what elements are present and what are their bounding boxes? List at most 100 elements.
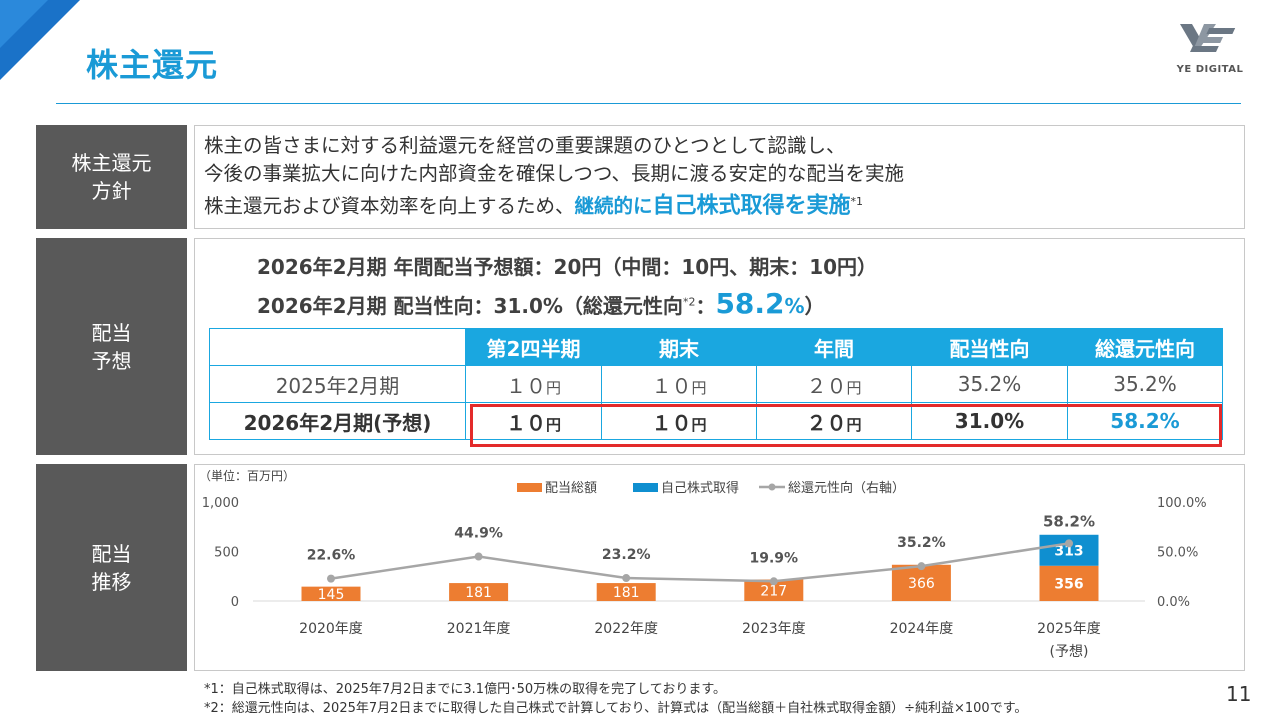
forecast-total-return-value: 58.2 <box>715 287 785 320</box>
bar-dividend <box>891 564 951 601</box>
y-left-tick-label: 500 <box>214 546 239 561</box>
forecast-label-line2: 予想 <box>91 348 132 373</box>
table-header-total-return: 総還元性向 <box>1067 328 1223 366</box>
row-payout: 31.0% <box>911 402 1068 440</box>
forecast-label-line1: 配当 <box>91 320 132 345</box>
line-data-label: 23.2% <box>602 547 651 563</box>
line-data-label: 44.9% <box>454 526 503 542</box>
title-divider <box>56 103 1241 104</box>
table-header-q2: 第2四半期 <box>465 328 602 366</box>
footnote-1: *1：自己株式取得は、2025年7月2日までに3.1億円･50万株の取得を完了し… <box>204 682 727 697</box>
footnote-ref-2: *2 <box>682 295 696 309</box>
line-point <box>622 574 631 583</box>
row-ye-value: １０ <box>651 373 692 398</box>
bar-value-label: 181 <box>613 585 640 601</box>
line-data-label: 22.6% <box>307 548 356 564</box>
row-q2-unit: 円 <box>545 378 561 397</box>
policy-line2: 今後の事業拡大に向けた内部資金を確保しつつ、長期に渡る安定的な配当を実施 <box>204 162 905 185</box>
row-annual-unit: 円 <box>846 378 862 397</box>
y-left-tick-label: 0 <box>231 595 239 610</box>
line-point <box>917 562 926 571</box>
line-data-label: 19.9% <box>750 550 799 566</box>
bar-value-label: 366 <box>908 576 935 592</box>
chart-unit-label: （単位：百万円） <box>199 468 295 483</box>
ye-logo-icon <box>1180 24 1236 52</box>
row-period: 2026年2月期(予想) <box>209 402 466 440</box>
x-tick-label: 2025年度 <box>1037 621 1101 637</box>
forecast-payout-prefix: 2026年2月期 配当性向：31.0%（総還元性向 <box>257 294 683 318</box>
dividend-table: 第2四半期 期末 年間 配当性向 総還元性向 2025年2月期 １０円 １０円 … <box>209 328 1223 440</box>
history-panel: （単位：百万円） 0 500 1,000 0.0% 50.0% 100.0% 配当総額 自己株式… <box>194 464 1245 671</box>
row-annual: ２０円 <box>756 365 912 403</box>
row-annual: ２０円 <box>756 402 912 440</box>
policy-line3: 株主還元および資本効率を向上するため、継続的に自己株式取得を実施*1 <box>204 188 1244 221</box>
row-ye-unit: 円 <box>691 415 707 434</box>
forecast-panel: 2026年2月期 年間配当予想額：20円（中間：10円、期末：10円） 2026… <box>194 238 1245 455</box>
table-header-year-end: 期末 <box>601 328 757 366</box>
policy-panel: 株主の皆さまに対する利益還元を経営の重要課題のひとつとして認識し、 今後の事業拡… <box>194 125 1245 229</box>
forecast-highlight-box <box>470 404 1222 447</box>
x-tick-label: 2024年度 <box>890 621 954 637</box>
history-label: 配当 推移 <box>36 464 187 671</box>
forecast-payout-line: 2026年2月期 配当性向：31.0%（総還元性向*2：58.2%） <box>257 287 825 320</box>
row-q2: １０円 <box>465 365 602 403</box>
table-header-blank <box>209 328 466 366</box>
bar-value-label: 356 <box>1054 576 1083 592</box>
policy-line1: 株主の皆さまに対する利益還元を経営の重要課題のひとつとして認識し、 <box>204 134 846 157</box>
x-tick-label: 2022年度 <box>594 621 658 637</box>
bar-value-label: 313 <box>1054 543 1083 559</box>
policy-highlight-a: 継続的に <box>574 194 653 218</box>
bar-dividend <box>449 583 509 601</box>
bar-dividend <box>596 583 656 601</box>
row-q2: １０円 <box>465 402 602 440</box>
row-q2-value: １０ <box>505 410 546 435</box>
legend-line-marker <box>768 483 776 491</box>
bar-dividend <box>1039 565 1099 601</box>
line-point <box>769 577 778 586</box>
legend-label-1: 配当総額 <box>545 481 597 496</box>
history-label-line2: 推移 <box>91 569 132 594</box>
row-q2-value: １０ <box>505 373 546 398</box>
bar-value-label: 145 <box>318 587 345 603</box>
row-total-return: 58.2% <box>1067 402 1223 440</box>
line-point <box>1065 539 1073 548</box>
row-payout: 35.2% <box>911 365 1068 403</box>
row-annual-value: ２０ <box>806 410 847 435</box>
row-ye-unit: 円 <box>691 378 707 397</box>
table-header-annual: 年間 <box>756 328 912 366</box>
row-annual-value: ２０ <box>806 373 847 398</box>
dividend-history-chart: （単位：百万円） 0 500 1,000 0.0% 50.0% 100.0% 配当総額 自己株式… <box>199 468 1207 660</box>
line-data-label: 35.2% <box>897 535 946 551</box>
bar-dividend <box>301 586 361 601</box>
legend-label-2: 自己株式取得 <box>661 480 739 496</box>
x-tick-label: 2021年度 <box>447 621 511 637</box>
row-year-end: １０円 <box>601 402 757 440</box>
company-logo: YE DIGITAL <box>1170 22 1250 78</box>
legend-swatch-2 <box>633 483 658 492</box>
x-tick-label: 2020年度 <box>299 621 363 637</box>
row-period: 2025年2月期 <box>209 365 466 403</box>
logo-text: YE DIGITAL <box>1176 64 1244 75</box>
legend-swatch-1 <box>517 483 542 492</box>
bar-dividend <box>744 579 804 601</box>
x-tick-sublabel: (予想) <box>1050 644 1089 660</box>
row-year-end: １０円 <box>601 365 757 403</box>
row-q2-unit: 円 <box>545 415 561 434</box>
row-annual-unit: 円 <box>846 415 862 434</box>
page-number: 11 <box>1226 682 1252 706</box>
y-left-tick-label: 1,000 <box>202 496 239 511</box>
row-total-return: 35.2% <box>1067 365 1223 403</box>
table-row: 2025年2月期 １０円 １０円 ２０円 35.2% 35.2% <box>209 365 1223 403</box>
line-data-label: 58.2% <box>1043 512 1095 530</box>
row-ye-value: １０ <box>651 410 692 435</box>
table-header-payout: 配当性向 <box>911 328 1068 366</box>
line-point <box>327 574 335 583</box>
policy-highlight-b: 自己株式取得を実施 <box>652 193 851 219</box>
table-header-row: 第2四半期 期末 年間 配当性向 総還元性向 <box>209 328 1223 366</box>
policy-line3-prefix: 株主還元および資本効率を向上するため、 <box>204 194 575 218</box>
policy-label: 株主還元 方針 <box>36 125 187 229</box>
policy-label-line1: 株主還元 <box>71 151 152 175</box>
history-label-line1: 配当 <box>91 541 132 566</box>
y-right-tick-label: 50.0% <box>1157 546 1198 561</box>
line-point <box>474 552 483 561</box>
